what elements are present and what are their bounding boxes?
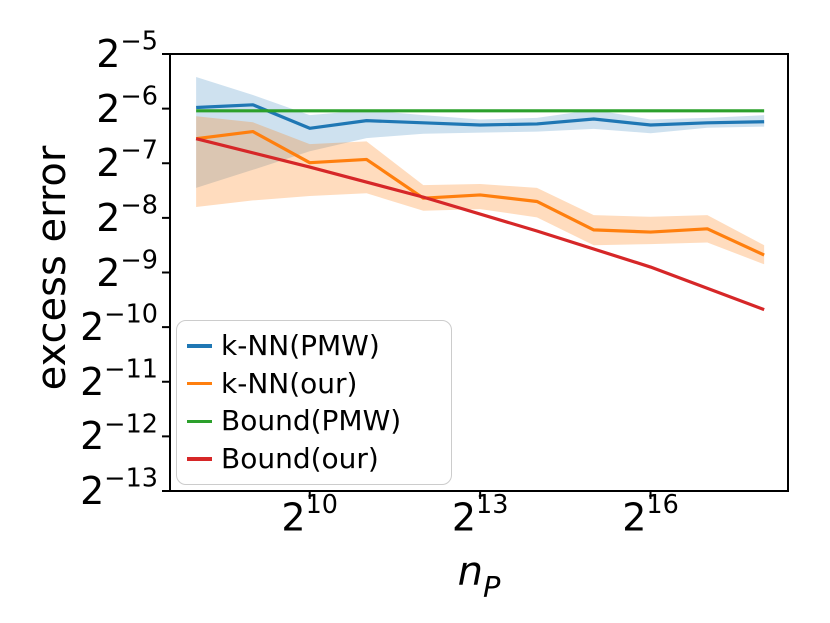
knn-our-line-swatch	[187, 381, 212, 386]
y-tick-label: 2−10	[80, 299, 158, 350]
legend-row-knn-pmw: k-NN(PMW)	[187, 327, 441, 365]
y-tick-label: 2−8	[96, 190, 158, 240]
y-tick-label: 2−12	[80, 408, 158, 459]
x-axis-title: nP	[457, 549, 501, 605]
knn-pmw-line	[196, 103, 765, 130]
bound-our-line	[195, 137, 765, 312]
legend-label-bound-our: Bound(our)	[221, 442, 379, 476]
x-tick-label: 216	[622, 490, 679, 540]
y-tick-label: 2−9	[96, 245, 158, 295]
knn-pmw-confidence-band	[196, 76, 765, 188]
legend: k-NN(PMW) k-NN(our) Bound(PMW) Bound(our…	[176, 320, 452, 485]
legend-row-bound-pmw: Bound(PMW)	[187, 403, 441, 441]
legend-row-knn-our: k-NN(our)	[187, 365, 441, 403]
y-tick-label: 2−7	[96, 135, 158, 186]
legend-label-knn-pmw: k-NN(PMW)	[221, 328, 380, 362]
x-tick-label: 213	[451, 490, 509, 540]
x-tick-label: 210	[281, 490, 339, 540]
y-tick-label: 2−13	[80, 463, 158, 514]
knn-our-confidence-band	[196, 116, 765, 265]
legend-label-knn-our: k-NN(our)	[221, 366, 358, 400]
x-axis-title-subscript: P	[482, 570, 501, 605]
y-axis-title: excess error	[29, 145, 75, 391]
y-tick-label: 2−6	[96, 81, 158, 131]
y-tick-label: 2−11	[80, 354, 158, 404]
legend-label-bound-pmw: Bound(PMW)	[221, 404, 402, 438]
knn-pmw-line-swatch	[187, 344, 212, 348]
legend-row-bound-our: Bound(our)	[187, 440, 441, 478]
y-tick-label: 2−5	[96, 26, 158, 77]
bound-pmw-line-swatch	[187, 419, 212, 424]
knn-our-line	[195, 129, 765, 257]
x-axis-title-base: n	[457, 549, 483, 595]
bound-our-line-swatch	[187, 457, 212, 461]
